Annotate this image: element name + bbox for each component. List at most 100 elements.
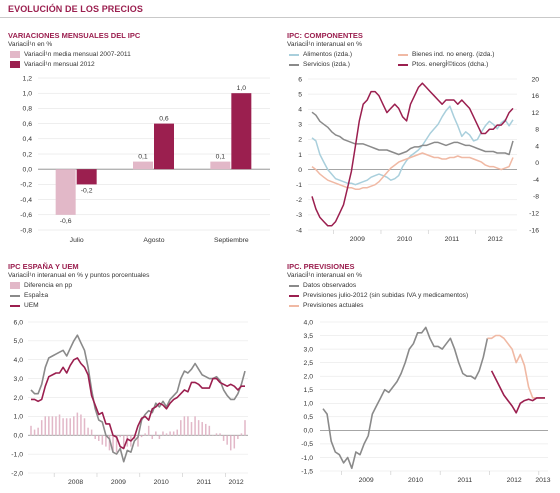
ue-diff-bar	[108, 435, 111, 451]
comp-y-left-tick-label: -1	[296, 182, 302, 189]
ue-diff-bar	[44, 416, 47, 436]
panel2-legend-bienes: Bienes ind. no energ. (izda.)	[398, 51, 494, 58]
comp-y-right-tick-label: -4	[533, 177, 539, 184]
ue-diff-bar	[222, 435, 225, 441]
comp-line-bienes	[311, 152, 514, 190]
comp-y-left-tick-label: 2	[298, 137, 302, 144]
prev-y-tick-label: 2,0	[304, 373, 314, 380]
comp-y-right-tick-label: 12	[531, 110, 539, 117]
panel3-legend-diff: Diferencia en pp	[10, 282, 72, 289]
ue-diff-bar	[147, 425, 150, 436]
prev-y-tick-label: 3,0	[304, 346, 314, 353]
comp-y-left-tick-label: 4	[298, 107, 302, 114]
panel4-subtitle: VariaciÌ¹n interanual en %	[287, 272, 363, 279]
ue-diff-bar	[137, 435, 139, 447]
ue-diff-bar	[226, 435, 228, 445]
prev-x-tick-label: 2011	[458, 477, 473, 484]
ue-diff-bar	[51, 416, 54, 436]
ue-diff-bar	[158, 435, 161, 440]
ue-x-tick-label: 2009	[111, 479, 126, 486]
legend-swatch-diff	[10, 282, 20, 289]
prev-y-tick-label: 4,0	[304, 319, 314, 326]
legend-line-alimentos	[289, 53, 299, 56]
ue-diff-bar	[112, 435, 114, 453]
legend-label-diff: Diferencia en pp	[24, 282, 73, 289]
comp-y-left-tick-label: 6	[298, 76, 302, 83]
ue-diff-bar	[94, 435, 96, 440]
legend-label-avg: VariaciÌ¹n media mensual 2007-2011	[24, 51, 131, 58]
bar-y-tick-label: 0,0	[23, 167, 33, 174]
page-header: EVOLUCIÓN DE LOS PRECIOS	[8, 4, 143, 14]
legend-label-energeticos: Ptos. energÌ©ticos (dcha.)	[412, 61, 489, 68]
ue-y-tick-label: 1,0	[14, 414, 24, 421]
bar	[154, 123, 174, 170]
panel2-title: IPC: COMPONENTES	[287, 31, 363, 40]
comp-y-right-tick-label: 4	[535, 143, 539, 150]
legend-line-julio	[289, 294, 299, 297]
ue-diff-bar	[48, 416, 50, 436]
ue-y-tick-label: -1,0	[11, 451, 23, 458]
bar	[210, 161, 231, 170]
ue-y-tick-label: -2,0	[11, 470, 23, 477]
ue-diff-bar	[65, 418, 68, 436]
bar-y-tick-label: -0,8	[20, 227, 32, 234]
panel3-subtitle: VariaciÌ¹n interanual en % y puntos porc…	[8, 272, 150, 279]
bar-y-tick-label: -0,6	[20, 212, 32, 219]
comp-x-tick-label: 2012	[488, 236, 503, 243]
panel1-legend-avg: VariaciÌ¹n media mensual 2007-2011	[10, 51, 131, 58]
ue-y-tick-label: 6,0	[14, 319, 24, 326]
bar-y-tick-label: 1,2	[23, 75, 33, 82]
legend-label-bienes: Bienes ind. no energ. (izda.)	[412, 51, 495, 58]
ue-diff-bar	[58, 414, 61, 436]
comp-y-left-tick-label: 0	[298, 167, 302, 174]
ue-diff-bar	[233, 435, 236, 449]
legend-label-uem: UEM	[24, 302, 39, 309]
ue-x-tick-label: 2011	[197, 479, 212, 486]
bar-y-tick-label: -0,2	[20, 182, 32, 189]
bar-data-label: 0,6	[159, 116, 169, 123]
ue-diff-bar	[194, 416, 196, 436]
ue-line-uem	[31, 357, 245, 450]
ue-diff-bar	[37, 427, 39, 436]
bar-y-tick-label: 0,4	[23, 136, 33, 143]
panel3-title: IPC ESPAÑA Y UEM	[8, 262, 79, 271]
comp-y-right-tick-label: -12	[529, 211, 539, 218]
ue-diff-bar	[219, 433, 221, 436]
ue-diff-bar	[98, 435, 100, 441]
ue-diff-bar	[215, 433, 218, 436]
prev-x-tick-label: 2010	[408, 477, 423, 484]
panel2-legend-alimentos: Alimentos (izda.)	[289, 51, 352, 58]
bar-data-label: 0,1	[216, 154, 226, 161]
ue-diff-bar	[115, 435, 118, 453]
comp-x-tick-label: 2009	[350, 236, 365, 243]
ue-diff-bar	[162, 431, 164, 436]
ue-x-tick-label: 2008	[68, 479, 83, 486]
ue-y-tick-label: 3,0	[14, 376, 24, 383]
prev-y-tick-label: -0,5	[301, 441, 313, 448]
prev-y-tick-label: 0,5	[304, 414, 314, 421]
legend-label-2012: VariaciÌ¹n mensual 2012	[24, 61, 95, 68]
prev-y-tick-label: 1,0	[304, 401, 314, 408]
ue-diff-bar	[55, 416, 57, 436]
bar	[55, 169, 76, 215]
panel2-subtitle: VariaciÌ¹n interanual en %	[287, 41, 363, 48]
ue-diff-bar	[205, 423, 207, 436]
ue-diff-bar	[187, 416, 189, 436]
ue-diff-bar	[172, 431, 175, 436]
ue-diff-bar	[62, 418, 64, 436]
ue-diff-bar	[140, 435, 143, 438]
legend-line-energeticos	[398, 63, 408, 66]
bar-y-tick-label: 0,6	[23, 121, 33, 128]
ue-diff-bar	[208, 425, 211, 436]
ue-diff-bar	[169, 431, 171, 436]
legend-swatch-2012	[10, 61, 20, 68]
ue-diff-bar	[176, 429, 178, 436]
legend-line-servicios	[289, 63, 299, 66]
ue-x-tick-label: 2012	[229, 479, 244, 486]
ue-diff-bar	[237, 435, 239, 440]
comp-line-energeticos	[311, 82, 514, 227]
comp-y-right-tick-label: -16	[529, 227, 539, 234]
ue-y-tick-label: 0,0	[14, 433, 24, 440]
ue-diff-bar	[30, 425, 32, 436]
